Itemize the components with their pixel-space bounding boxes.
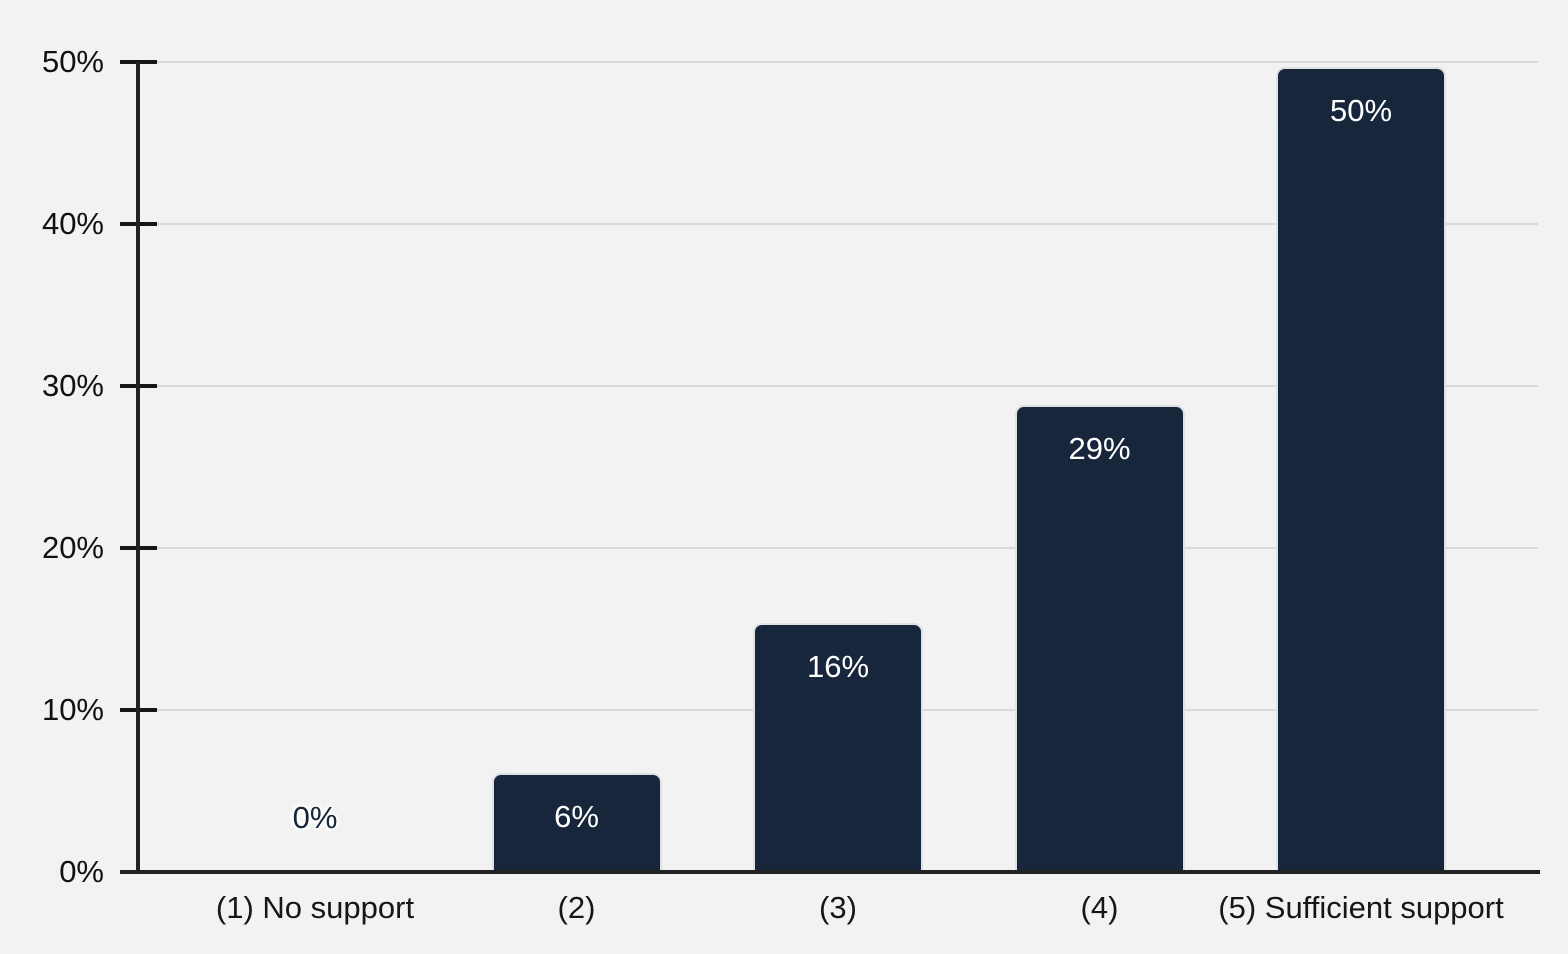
y-tick-label: 10% (41, 692, 104, 727)
y-tick-label: 50% (41, 44, 104, 79)
bar: 16% (753, 622, 923, 874)
y-tick-label: 30% (41, 368, 104, 403)
bar: 50% (1276, 66, 1446, 874)
gridline (139, 547, 1538, 549)
bar-value-label: 6% (554, 799, 599, 835)
y-tick-label: 20% (41, 530, 104, 565)
x-category-label: (4) (1080, 890, 1119, 925)
x-axis-line (120, 870, 1540, 874)
x-category-label: (5) Sufficient support (1218, 890, 1504, 925)
x-category-label: (3) (819, 890, 857, 925)
x-category-label: (1) No support (215, 890, 415, 925)
zero-value-label: 0% (292, 800, 338, 835)
bar: 29% (1014, 405, 1185, 874)
gridline (139, 385, 1538, 387)
x-category-label: (2) (557, 890, 596, 925)
y-axis-line (136, 62, 140, 874)
gridline (139, 223, 1538, 225)
bar: 6% (491, 773, 662, 874)
gridline (139, 61, 1538, 63)
y-tick-label: 40% (41, 206, 104, 241)
bar-value-label: 50% (1329, 92, 1393, 128)
bar-value-label: 16% (806, 648, 870, 684)
bar-value-label: 29% (1068, 431, 1131, 467)
y-tick-label: 0% (59, 854, 104, 889)
